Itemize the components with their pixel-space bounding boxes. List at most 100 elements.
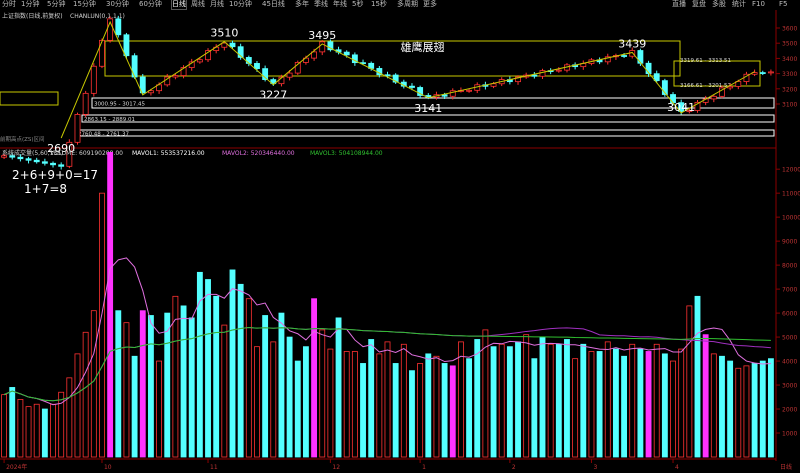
volume-bar (409, 370, 415, 458)
toolbar-right-item[interactable]: 多股 (712, 0, 726, 8)
volume-bar (343, 351, 350, 458)
pivot-label: 3141 (414, 102, 442, 115)
volume-bar (17, 399, 24, 458)
toolbar-right-item[interactable]: F10 (752, 0, 765, 8)
candle-body (254, 63, 260, 70)
volume-bar (99, 192, 105, 458)
volume-bar (302, 346, 309, 458)
center-box-top-label: 3319.61 - 3313.51 (680, 58, 731, 64)
vol-header-mavol3: MAVOL3: 504108944.00 (310, 150, 383, 157)
toolbar-item[interactable]: 5秒 (352, 0, 364, 8)
vol-tick-label: 12000 (782, 167, 800, 174)
volume-bar (115, 310, 122, 458)
candle-body (237, 46, 244, 58)
toolbar-item[interactable]: 15秒 (371, 0, 387, 8)
toolbar-item[interactable]: 5分钟 (47, 0, 66, 8)
volume-bar (25, 406, 32, 458)
candle-body (90, 65, 97, 94)
toolbar-item[interactable]: 周线 (191, 0, 205, 8)
volume-bar (311, 298, 318, 458)
candle-body (221, 42, 228, 48)
candle-body (645, 62, 652, 75)
x-label: 4 (675, 464, 679, 471)
volume-bar (474, 339, 481, 458)
volume-bar (180, 305, 187, 458)
candle-body (99, 39, 105, 67)
volume-bar (629, 343, 636, 458)
toolbar-item[interactable]: 日线 (171, 0, 187, 10)
volume-bar (245, 298, 252, 458)
volume-bar (596, 351, 603, 458)
volume-bar (58, 391, 65, 458)
candle-body (9, 155, 16, 158)
volume-bar (262, 315, 269, 458)
candle-body (449, 90, 456, 97)
volume-bar (205, 279, 211, 458)
toolbar-item[interactable]: 多年 (295, 0, 309, 8)
volume-bar (539, 336, 546, 458)
candle-body (180, 67, 187, 76)
toolbar-item[interactable]: 10分钟 (229, 0, 252, 8)
volume-bar (515, 341, 521, 458)
pivot-label: 2690 (47, 142, 75, 155)
volume-bar (213, 295, 220, 458)
candle-body (694, 101, 701, 111)
volume-bar (147, 315, 154, 458)
toolbar-right-item[interactable]: 统计 (732, 0, 746, 8)
candle-body (515, 76, 521, 83)
x-label: 12 (332, 464, 340, 471)
toolbar-item[interactable]: 多周期 (397, 0, 418, 8)
volume-bar (743, 365, 750, 458)
candle-body (262, 68, 269, 80)
toolbar-item[interactable]: 30分钟 (106, 0, 129, 8)
toolbar-item[interactable]: 年线 (333, 0, 347, 8)
toolbar-item[interactable]: 更多 (423, 0, 437, 8)
toolbar-item[interactable]: 季线 (314, 0, 328, 8)
volume-bar (139, 310, 146, 458)
volume-bar (123, 322, 130, 458)
candle-body (1, 155, 8, 158)
center-box-label: 雄鹰展翅 (401, 40, 445, 54)
volume-bar (286, 336, 293, 458)
toolbar-right-item[interactable]: F5 (779, 0, 788, 8)
vol-header-vol: VOLUME: 609190208.00 (50, 150, 123, 157)
volume-bar (221, 324, 228, 458)
toolbar-item[interactable]: 15分钟 (73, 0, 96, 8)
candle-body (139, 76, 146, 94)
candle-body (653, 73, 660, 82)
volume-bar (604, 341, 611, 458)
volume-bar (319, 329, 326, 458)
volume-bar (74, 353, 81, 458)
toolbar-item[interactable]: 45日线 (262, 0, 285, 8)
volume-bar (90, 310, 97, 458)
toolbar-item[interactable]: 分时 (2, 0, 16, 8)
candle-body (311, 51, 318, 59)
price-tick-label: 3100 (782, 102, 797, 109)
left-note: 前期高点(ZS)区间 (0, 135, 45, 143)
toolbar-item[interactable]: 1分钟 (21, 0, 40, 8)
volume-bar (278, 312, 285, 458)
volume-bar (131, 355, 138, 458)
volume-bar (156, 360, 163, 458)
vol-header-mavol1: MAVOL1: 553537216.00 (132, 150, 205, 157)
candle-body (678, 102, 685, 112)
volume-bar (466, 358, 473, 458)
volume-bar (670, 360, 676, 458)
vol-tick-label: 11000 (782, 191, 800, 198)
toolbar-item[interactable]: 60分钟 (139, 0, 162, 8)
volume-bar (653, 343, 660, 458)
vol-tick-label: 7000 (782, 287, 797, 294)
volume-bar (229, 269, 236, 458)
candle-body (294, 62, 301, 74)
volume-bar (564, 339, 570, 458)
toolbar-item[interactable]: 月线 (210, 0, 224, 8)
volume-bar (751, 363, 758, 458)
candle-body (409, 85, 415, 88)
vol-tick-label: 8000 (782, 263, 797, 270)
vol-tick-label: 5000 (782, 335, 797, 342)
candle-body (319, 41, 326, 53)
toolbar-right-item[interactable]: 复盘 (692, 0, 706, 8)
toolbar-right-item[interactable]: 直播 (672, 0, 686, 8)
candle-body (50, 162, 56, 166)
candle-body (172, 75, 179, 78)
